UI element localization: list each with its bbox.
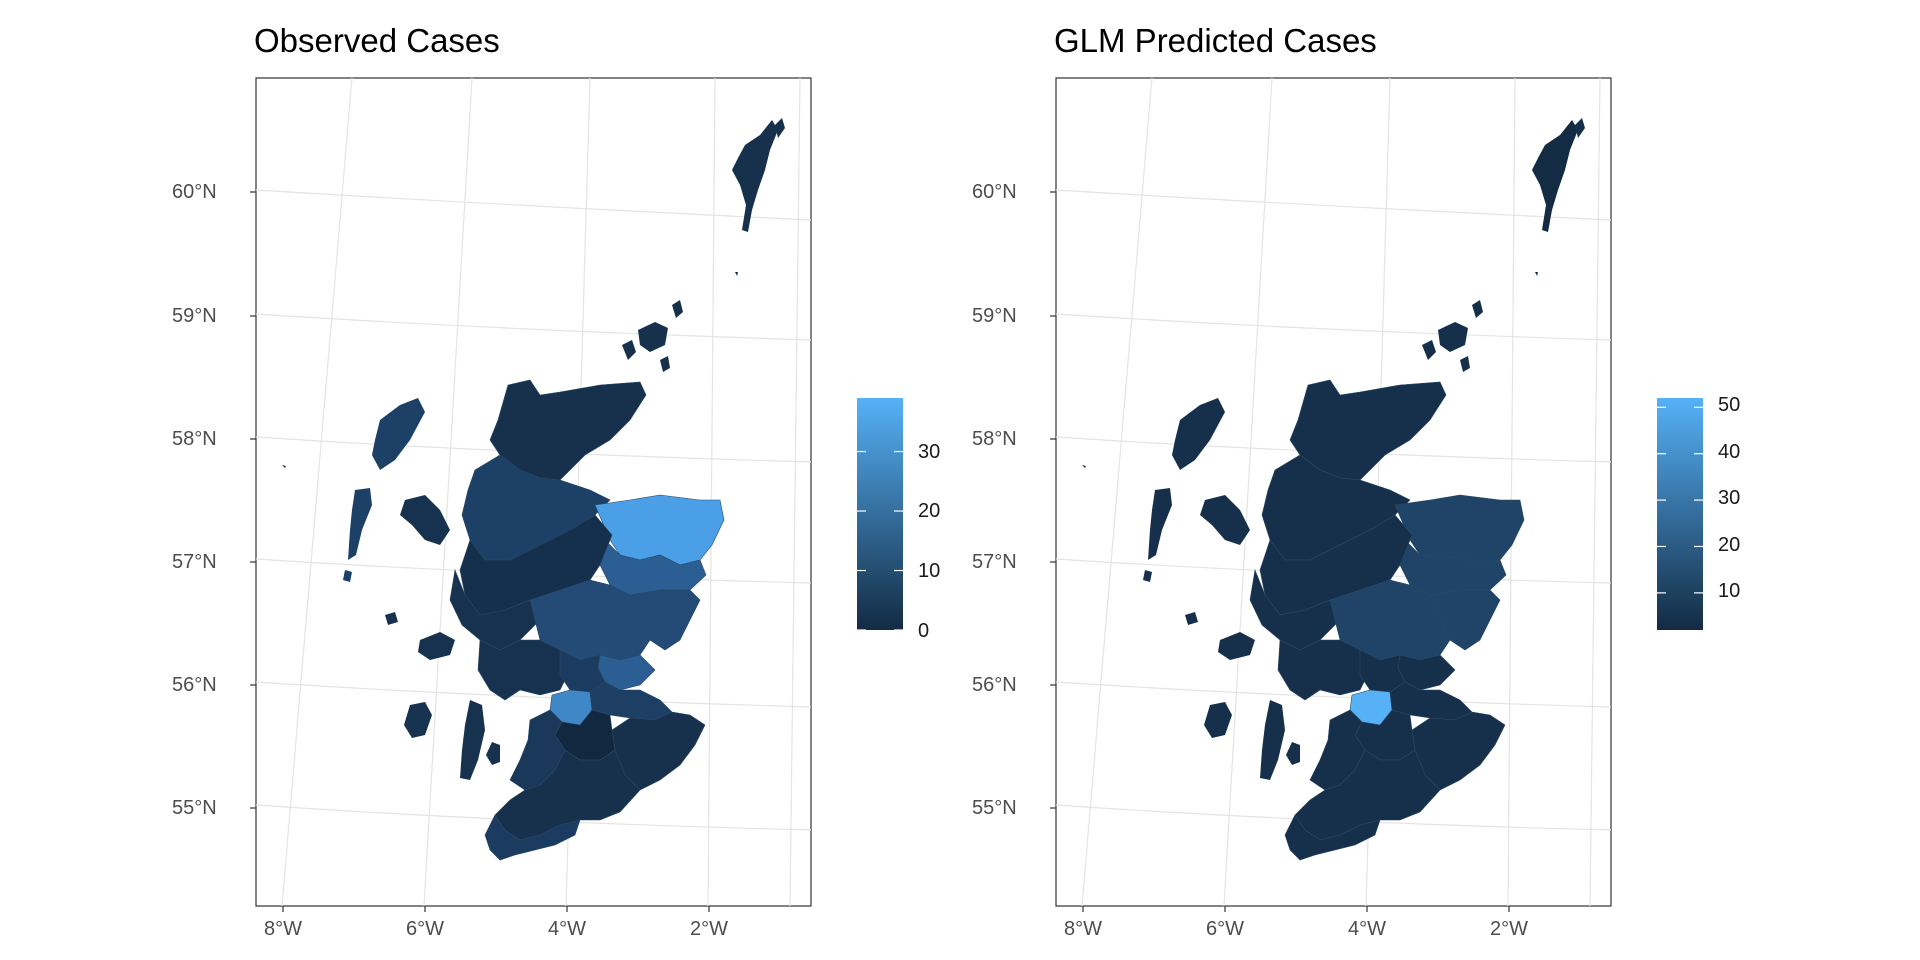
lat-label: 58°N [972,428,1017,450]
island-st-kilda [1082,465,1086,468]
island-barra [1143,570,1152,582]
panel-title-observed: Observed Cases [254,22,500,59]
region-galloway [1284,814,1381,861]
island-uist [1148,488,1172,560]
map-panel-glm [1055,77,1612,907]
axis-ticks-glm [1050,191,1510,912]
island-orkney [1438,322,1468,352]
legend-tick-label: 20 [1718,534,1741,556]
legend-tick-label: 10 [1718,580,1741,602]
legend-tick-label: 10 [918,560,941,582]
island-orkney-4 [1460,356,1470,372]
lat-label: 58°N [172,428,217,450]
lon-label: 2°W [690,918,728,940]
graticule [1055,77,1612,907]
lon-label: 6°W [1206,918,1244,940]
island-islay [1204,702,1232,738]
island-skye [1200,495,1250,545]
region-west-highlands [1249,568,1341,651]
lon-label: 6°W [406,918,444,940]
island-arran [1286,742,1300,765]
lon-label: 2°W [1490,918,1528,940]
region-argyll [1277,639,1371,701]
legend-colorbar-observed [857,398,903,631]
panel-title-glm: GLM Predicted Cases [1054,22,1377,59]
lon-label: 4°W [1348,918,1386,940]
lat-label: 55°N [172,797,217,819]
lat-label: 56°N [172,674,217,696]
legend-tick-label: 30 [918,441,941,463]
region-angus [1429,589,1501,651]
lon-label: 8°W [1064,918,1102,940]
island-fair-isle [1535,272,1538,276]
legend-tick-label: 20 [918,500,941,522]
lat-label: 57°N [972,551,1017,573]
legend-tick-label: 40 [1718,441,1741,463]
legend-tick-label: 50 [1718,394,1741,416]
island-kintyre [1260,700,1285,780]
island-shetland-2 [1575,118,1585,138]
lat-label: 60°N [172,181,217,203]
island-shetland [1532,120,1578,232]
map-panel-observed [255,77,812,907]
lon-label: 8°W [264,918,302,940]
lat-label: 59°N [972,305,1017,327]
island-mull [1218,632,1255,660]
legend-colorbar-glm [1657,398,1703,630]
legend-tick-label: 30 [1718,487,1741,509]
region-highlands [1289,379,1447,481]
lat-label: 56°N [972,674,1017,696]
lat-label: 57°N [172,551,217,573]
lat-label: 59°N [172,305,217,327]
island-lewis [1172,398,1225,470]
lat-label: 55°N [972,797,1017,819]
lon-label: 4°W [548,918,586,940]
island-orkney-3 [1472,300,1483,318]
island-small [1185,612,1198,625]
island-orkney-2 [1422,340,1436,360]
axis-ticks-observed [250,191,710,912]
legend-tick-label: 0 [918,620,930,642]
lat-label: 60°N [972,181,1017,203]
